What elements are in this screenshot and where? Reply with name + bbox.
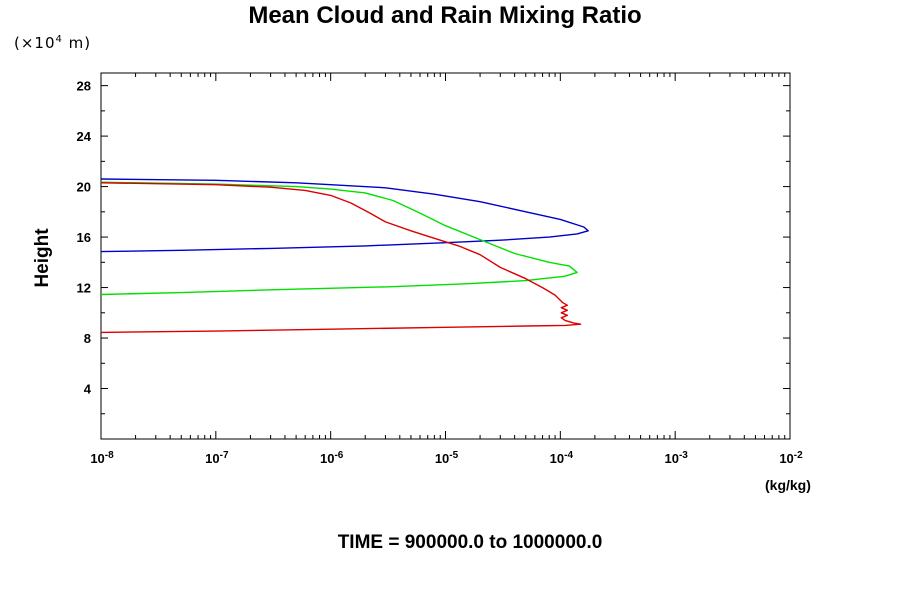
plot-frame [100,72,791,440]
series-line-2 [100,181,578,296]
y-tick-label: 24 [77,129,92,144]
x-tick-label: 10-7 [205,450,229,466]
chart-title: Mean Cloud and Rain Mixing Ratio [248,2,642,29]
x-tick-label: 10-4 [550,450,574,466]
x-tick-label: 10-8 [90,450,114,466]
y-tick-label: 4 [84,382,92,397]
y-tick-label: 28 [77,79,91,94]
x-tick-label: 10-2 [779,450,803,466]
x-tick-label: 10-3 [664,450,688,466]
y-tick-label: 20 [77,180,91,195]
series-line-3 [100,182,582,334]
x-tick-label: 10-5 [435,450,459,466]
y-axis-unit: (×104 m) [14,34,92,52]
x-tick-label: 10-6 [320,450,344,466]
x-axis-unit: (kg/kg) [765,477,811,493]
series-line-1 [100,178,589,253]
y-tick-label: 12 [77,281,91,296]
y-tick-label: 8 [84,331,91,346]
y-tick-label: 16 [77,230,91,245]
time-range-footer: TIME = 900000.0 to 1000000.0 [337,532,603,553]
